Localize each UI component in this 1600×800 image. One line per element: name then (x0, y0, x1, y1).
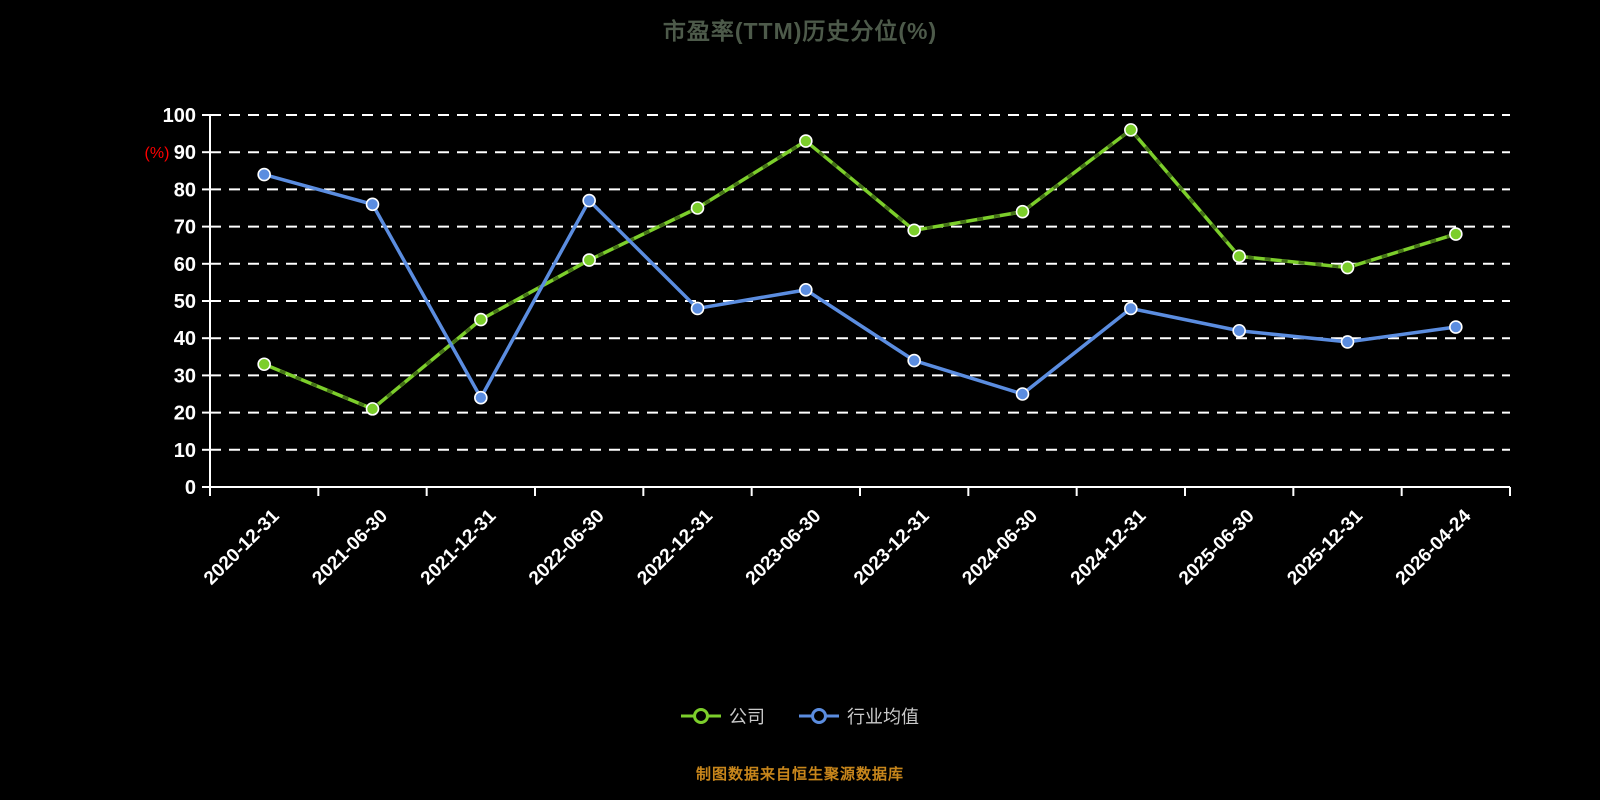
company-line-marker-icon (681, 708, 721, 724)
svg-text:10: 10 (174, 440, 196, 462)
svg-text:2024-06-30: 2024-06-30 (958, 506, 1042, 590)
data-source-note: 制图数据来自恒生聚源数据库 (695, 766, 904, 783)
svg-text:2023-12-31: 2023-12-31 (850, 505, 934, 589)
legend-label-company: 公司 (729, 707, 765, 727)
industry-line-marker-icon (799, 708, 839, 724)
svg-text:(%): (%) (145, 145, 170, 162)
svg-text:2022-12-31: 2022-12-31 (633, 505, 717, 589)
svg-text:100: 100 (163, 105, 196, 127)
svg-text:70: 70 (174, 217, 196, 239)
svg-text:30: 30 (174, 365, 196, 387)
svg-text:40: 40 (174, 328, 196, 350)
svg-text:2022-06-30: 2022-06-30 (525, 506, 609, 590)
svg-text:2025-06-30: 2025-06-30 (1175, 506, 1259, 590)
svg-text:2023-06-30: 2023-06-30 (742, 506, 826, 590)
legend-item-company[interactable]: 公司 (681, 703, 765, 729)
legend-item-industry-average[interactable]: 行业均值 (799, 703, 919, 729)
pe-ttm-percentile-chart: 0 10 20 30 40 50 60 70 80 90 100 (%) 2020-12-31 2021-… (145, 105, 1511, 590)
legend-label-industry-average: 行业均值 (847, 707, 919, 727)
svg-text:2025-12-31: 2025-12-31 (1283, 505, 1367, 589)
svg-text:50: 50 (174, 291, 196, 313)
svg-text:2024-12-31: 2024-12-31 (1067, 505, 1151, 589)
svg-text:2020-12-31: 2020-12-31 (200, 505, 284, 589)
svg-text:2021-12-31: 2021-12-31 (417, 505, 501, 589)
svg-text:2026-04-24: 2026-04-24 (1392, 505, 1476, 589)
chart-legend: 公司 行业均值 (0, 703, 1600, 729)
svg-text:20: 20 (174, 403, 196, 425)
svg-text:0: 0 (185, 477, 196, 499)
svg-text:60: 60 (174, 254, 196, 276)
svg-text:2021-06-30: 2021-06-30 (308, 506, 392, 590)
svg-text:90: 90 (174, 142, 196, 164)
svg-text:80: 80 (174, 179, 196, 201)
chart-title: 市盈率(TTM)历史分位(%) (662, 18, 938, 44)
